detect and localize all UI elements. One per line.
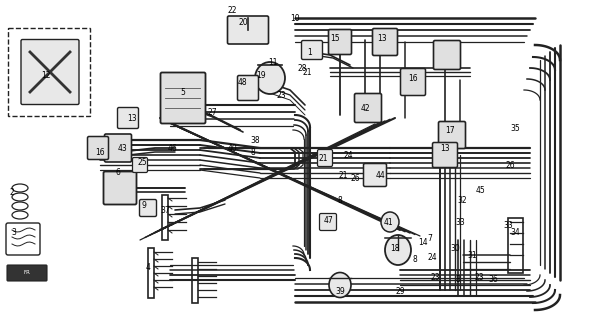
Text: 36: 36 <box>488 276 498 284</box>
Text: 42: 42 <box>360 103 370 113</box>
Text: 40: 40 <box>227 143 237 153</box>
FancyBboxPatch shape <box>117 108 138 129</box>
FancyBboxPatch shape <box>104 134 132 162</box>
Text: 19: 19 <box>256 70 266 79</box>
FancyBboxPatch shape <box>301 41 322 60</box>
FancyBboxPatch shape <box>364 164 386 187</box>
FancyBboxPatch shape <box>434 41 461 69</box>
Text: 18: 18 <box>391 244 400 252</box>
Text: 23: 23 <box>276 91 286 100</box>
Text: 21: 21 <box>318 154 328 163</box>
Text: 46: 46 <box>167 143 177 153</box>
Text: 26: 26 <box>350 173 360 182</box>
FancyBboxPatch shape <box>317 149 332 166</box>
Text: 7: 7 <box>428 234 432 243</box>
Text: 4: 4 <box>146 263 150 273</box>
Text: 39: 39 <box>335 287 345 297</box>
Text: 1: 1 <box>308 47 312 57</box>
FancyBboxPatch shape <box>104 172 137 204</box>
FancyBboxPatch shape <box>328 29 352 54</box>
Text: 13: 13 <box>440 143 450 153</box>
Text: 25: 25 <box>137 157 147 166</box>
Text: 48: 48 <box>237 77 247 86</box>
Text: 45: 45 <box>475 186 485 195</box>
FancyBboxPatch shape <box>140 199 156 217</box>
Text: 28: 28 <box>297 63 307 73</box>
FancyBboxPatch shape <box>161 73 205 124</box>
Text: 13: 13 <box>377 34 387 43</box>
Text: 37: 37 <box>160 205 170 214</box>
FancyBboxPatch shape <box>432 142 458 167</box>
FancyBboxPatch shape <box>228 16 268 44</box>
FancyBboxPatch shape <box>319 213 337 230</box>
Ellipse shape <box>381 212 399 232</box>
Text: 43: 43 <box>117 143 127 153</box>
Text: 15: 15 <box>330 34 340 43</box>
Text: 23: 23 <box>430 274 440 283</box>
Text: FR: FR <box>23 270 31 276</box>
Text: 23: 23 <box>474 274 484 283</box>
Text: 27: 27 <box>207 108 217 116</box>
Text: 31: 31 <box>467 251 477 260</box>
Text: 24: 24 <box>427 253 437 262</box>
Text: 9: 9 <box>141 201 146 210</box>
Text: 11: 11 <box>268 58 278 67</box>
Text: 38: 38 <box>250 135 260 145</box>
FancyBboxPatch shape <box>132 157 147 172</box>
FancyBboxPatch shape <box>7 265 47 281</box>
FancyBboxPatch shape <box>355 93 382 123</box>
Text: 29: 29 <box>395 287 405 297</box>
Text: 17: 17 <box>445 125 455 134</box>
Text: 10: 10 <box>290 13 300 22</box>
Ellipse shape <box>385 235 411 265</box>
Text: 22: 22 <box>227 5 237 14</box>
Text: 32: 32 <box>457 196 467 204</box>
FancyBboxPatch shape <box>438 122 465 148</box>
Text: 3: 3 <box>11 228 16 236</box>
Text: 21: 21 <box>338 171 348 180</box>
Text: 30: 30 <box>450 244 460 252</box>
FancyBboxPatch shape <box>373 28 398 55</box>
Text: 13: 13 <box>127 114 137 123</box>
Text: 16: 16 <box>95 148 105 156</box>
Text: 47: 47 <box>323 215 333 225</box>
Text: 8: 8 <box>456 276 461 284</box>
FancyBboxPatch shape <box>87 137 108 159</box>
Text: 21: 21 <box>302 68 311 76</box>
Text: 16: 16 <box>408 74 418 83</box>
Text: 8: 8 <box>413 255 418 265</box>
Text: 33: 33 <box>503 220 513 229</box>
Text: 35: 35 <box>510 124 520 132</box>
Text: 24: 24 <box>343 150 353 159</box>
Text: 6: 6 <box>116 167 120 177</box>
FancyBboxPatch shape <box>401 68 425 95</box>
Text: 34: 34 <box>510 228 520 236</box>
Ellipse shape <box>255 62 285 94</box>
Text: 8: 8 <box>250 148 255 156</box>
FancyBboxPatch shape <box>237 76 259 100</box>
Text: 33: 33 <box>455 218 465 227</box>
FancyBboxPatch shape <box>21 39 79 105</box>
Text: 2: 2 <box>10 188 14 196</box>
Text: 41: 41 <box>383 218 393 227</box>
Text: 26: 26 <box>505 161 515 170</box>
Text: 20: 20 <box>238 18 248 27</box>
Ellipse shape <box>329 273 351 298</box>
Text: 14: 14 <box>418 237 428 246</box>
Text: 5: 5 <box>180 87 186 97</box>
Text: 12: 12 <box>41 70 51 79</box>
Text: 8: 8 <box>338 196 343 204</box>
Text: 44: 44 <box>375 171 385 180</box>
